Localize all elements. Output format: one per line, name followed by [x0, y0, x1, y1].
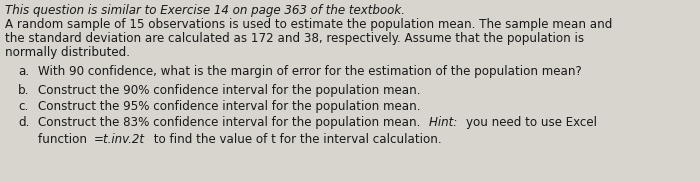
Text: Construct the 83% confidence interval for the population mean.: Construct the 83% confidence interval fo…	[38, 116, 424, 129]
Text: the standard deviation are calculated as 172 and 38, respectively. Assume that t: the standard deviation are calculated as…	[5, 32, 584, 45]
Text: d.: d.	[18, 116, 29, 129]
Text: to find the value of t for the interval calculation.: to find the value of t for the interval …	[150, 133, 441, 146]
Text: Construct the 90% confidence interval for the population mean.: Construct the 90% confidence interval fo…	[38, 84, 421, 97]
Text: =t.inv.2t: =t.inv.2t	[94, 133, 145, 146]
Text: Hint:: Hint:	[428, 116, 461, 129]
Text: c.: c.	[18, 100, 28, 113]
Text: b.: b.	[18, 84, 29, 97]
Text: Construct the 95% confidence interval for the population mean.: Construct the 95% confidence interval fo…	[38, 100, 421, 113]
Text: With 90 confidence, what is the margin of error for the estimation of the popula: With 90 confidence, what is the margin o…	[38, 65, 582, 78]
Text: a.: a.	[18, 65, 29, 78]
Text: A random sample of 15 observations is used to estimate the population mean. The : A random sample of 15 observations is us…	[5, 18, 612, 31]
Text: function: function	[38, 133, 91, 146]
Text: you need to use Excel: you need to use Excel	[466, 116, 597, 129]
Text: normally distributed.: normally distributed.	[5, 46, 130, 59]
Text: This question is similar to Exercise 14 on page 363 of the textbook.: This question is similar to Exercise 14 …	[5, 4, 405, 17]
